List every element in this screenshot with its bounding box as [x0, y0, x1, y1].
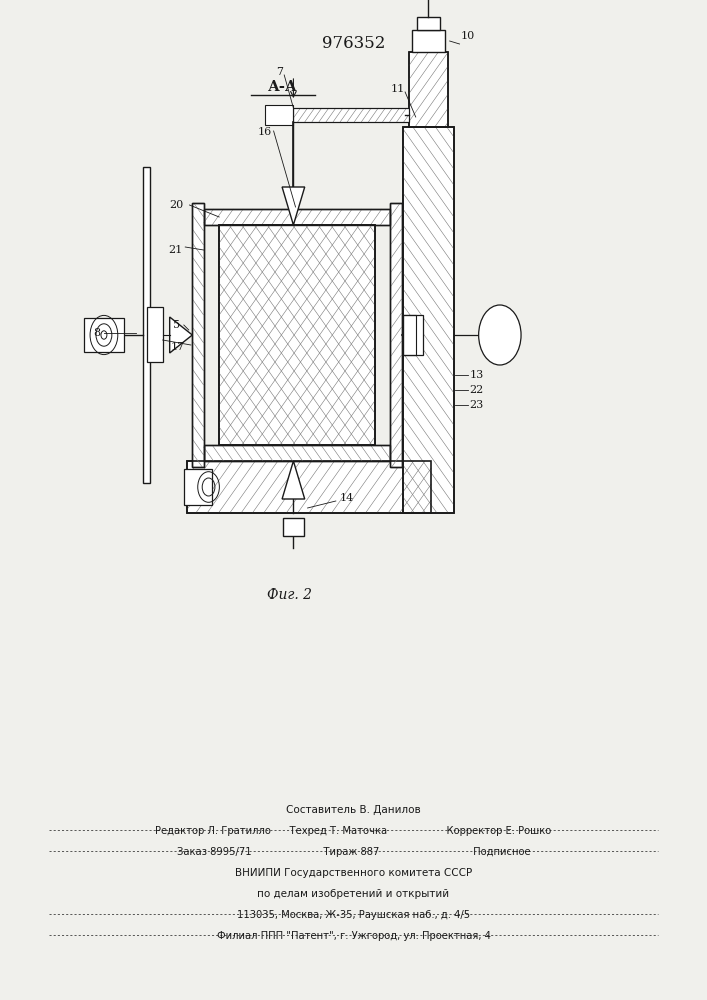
- Bar: [184, 469, 212, 505]
- Bar: [265, 105, 293, 125]
- Bar: [204, 209, 390, 225]
- Polygon shape: [402, 317, 423, 353]
- Text: 7: 7: [276, 67, 283, 77]
- Bar: [84, 318, 124, 352]
- Bar: [411, 30, 445, 52]
- Text: 14: 14: [339, 493, 354, 503]
- Bar: [403, 315, 416, 355]
- Text: 16: 16: [258, 127, 272, 137]
- Bar: [204, 209, 390, 225]
- Bar: [416, 17, 440, 30]
- Text: 17: 17: [171, 342, 185, 352]
- Text: Фиг. 2: Фиг. 2: [267, 588, 312, 602]
- Bar: [204, 445, 390, 461]
- Text: 113035, Москва, Ж-35, Раушская наб., д. 4/5: 113035, Москва, Ж-35, Раушская наб., д. …: [237, 910, 470, 920]
- Bar: [293, 108, 409, 122]
- Text: 5: 5: [173, 320, 180, 330]
- Bar: [403, 315, 416, 355]
- Bar: [486, 317, 503, 353]
- Text: ВНИИПИ Государственного комитета СССР: ВНИИПИ Государственного комитета СССР: [235, 868, 472, 878]
- Bar: [143, 167, 150, 483]
- Bar: [403, 127, 454, 513]
- Text: А-А: А-А: [268, 80, 298, 94]
- Bar: [403, 315, 423, 355]
- Polygon shape: [282, 187, 305, 225]
- Text: Составитель В. Данилов: Составитель В. Данилов: [286, 805, 421, 815]
- Bar: [283, 518, 304, 536]
- Text: Заказ 8995/71                       Тираж 887                              Подпи: Заказ 8995/71 Тираж 887 Подпи: [177, 847, 530, 857]
- Bar: [192, 203, 204, 467]
- Bar: [187, 461, 431, 513]
- Bar: [390, 203, 402, 467]
- Text: 22: 22: [469, 385, 484, 395]
- Bar: [219, 225, 375, 445]
- Text: 10: 10: [461, 31, 475, 41]
- Bar: [390, 203, 402, 467]
- Bar: [147, 307, 163, 362]
- Text: 23: 23: [469, 400, 484, 410]
- Polygon shape: [170, 317, 192, 353]
- Text: 8: 8: [93, 328, 100, 338]
- Bar: [293, 108, 409, 122]
- Text: 13: 13: [469, 370, 484, 380]
- Text: по делам изобретений и открытий: по делам изобретений и открытий: [257, 889, 450, 899]
- Text: 976352: 976352: [322, 35, 385, 52]
- Text: Редактор Л. Гратилло      Техред Т. Маточка                   Корректор Е. Рошко: Редактор Л. Гратилло Техред Т. Маточка К…: [156, 826, 551, 836]
- Text: 20: 20: [170, 200, 184, 210]
- Text: 21: 21: [168, 245, 182, 255]
- Text: Филиал ППП "Патент", г. Ужгород, ул. Проектная, 4: Филиал ППП "Патент", г. Ужгород, ул. Про…: [216, 931, 491, 941]
- Bar: [219, 225, 375, 445]
- Bar: [403, 127, 454, 513]
- Polygon shape: [282, 461, 305, 499]
- Bar: [187, 461, 431, 513]
- Bar: [204, 445, 390, 461]
- Bar: [192, 203, 204, 467]
- Circle shape: [479, 305, 521, 365]
- Bar: [409, 52, 448, 127]
- Text: 11: 11: [391, 84, 405, 94]
- Bar: [409, 52, 448, 127]
